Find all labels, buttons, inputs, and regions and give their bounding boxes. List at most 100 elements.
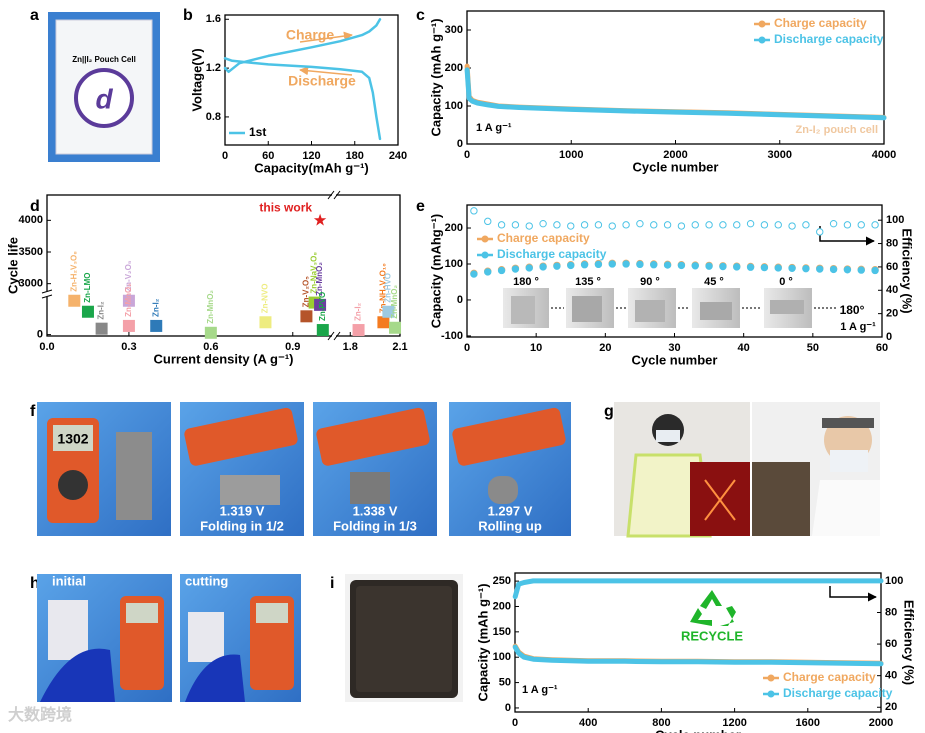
- data-point: [650, 221, 658, 229]
- point-label: Zn-V₂O₅: [302, 276, 311, 308]
- discharge-arrow: [299, 66, 353, 76]
- legend-label: Discharge capacity: [774, 32, 884, 46]
- legend-label: Charge capacity: [774, 16, 867, 30]
- annotation: 1 A g⁻¹: [522, 684, 558, 696]
- y2-tick-label: 40: [886, 284, 898, 296]
- data-point: [484, 217, 492, 226]
- y-tick-label: 50: [499, 676, 511, 688]
- x-tick-label: 10: [530, 342, 542, 354]
- data-point: [608, 260, 616, 268]
- axis-break-gap: [332, 333, 336, 339]
- panel-label: d: [30, 198, 40, 215]
- data-point: [677, 261, 686, 270]
- photo-bending: [503, 288, 836, 328]
- data-point: [622, 221, 630, 229]
- y-tick-label: 300: [445, 24, 463, 36]
- data-point: [580, 261, 589, 269]
- data-line: [464, 67, 887, 121]
- data-point: [843, 221, 852, 229]
- data-point: [760, 263, 769, 272]
- legend-marker: [758, 20, 766, 28]
- legend-marker: [481, 235, 489, 243]
- logo-mark: d: [95, 83, 113, 114]
- x-axis-label: Capacity(mAh g⁻¹): [254, 160, 368, 175]
- x-tick-label: 400: [579, 717, 597, 729]
- plot-frame: [46, 194, 401, 337]
- axis-break-gap: [332, 192, 336, 198]
- data-point: [746, 263, 755, 271]
- x-tick-label: 60: [876, 342, 888, 354]
- data-point: [829, 265, 838, 274]
- point-label: Zn-PVO: [318, 292, 327, 321]
- legend-label: Discharge capacity: [497, 247, 607, 261]
- highlight-star: [313, 213, 327, 226]
- y-tick-label: 100: [445, 258, 463, 270]
- data-point: [816, 265, 824, 273]
- data-point: [122, 294, 135, 307]
- annotation: 180°: [840, 303, 865, 317]
- point-label: Zn-HVO: [384, 273, 393, 303]
- data-point: [539, 219, 547, 228]
- data-point: [259, 316, 272, 329]
- x-tick-label: 0: [512, 717, 518, 729]
- voltage-caption: 1.297 V: [488, 503, 533, 518]
- point-label: Zn-MnO₂: [390, 285, 399, 319]
- x-tick-label: 2.1: [392, 341, 407, 353]
- data-point: [580, 221, 589, 229]
- y2-tick-label: 0: [886, 331, 892, 343]
- photo-pouch-cell: d: [48, 12, 160, 162]
- data-line: [512, 644, 884, 667]
- data-point: [719, 221, 727, 229]
- x-tick-label: 50: [807, 342, 819, 354]
- x-tick-label: 1000: [559, 149, 583, 161]
- x-tick-label: 40: [738, 342, 750, 354]
- x-tick-label: 0.6: [203, 341, 218, 353]
- x-tick-label: 0.9: [285, 341, 300, 353]
- recycle-icon: [690, 590, 736, 626]
- data-point: [594, 260, 603, 269]
- panel-label: c: [416, 7, 425, 24]
- x-tick-label: 180: [346, 150, 364, 162]
- y-tick-label: 3000: [19, 278, 43, 290]
- panel-label: b: [183, 7, 193, 24]
- data-point: [663, 221, 672, 229]
- y-axis-label: Capacity (mAhg⁻¹): [428, 214, 443, 328]
- data-line: [223, 18, 382, 141]
- data-point: [733, 263, 741, 271]
- data-point: [816, 228, 824, 236]
- annotation: 135 °: [575, 276, 601, 288]
- axis-break: [327, 331, 341, 341]
- data-point: [389, 321, 402, 334]
- data-point: [470, 207, 478, 215]
- data-point: [316, 324, 329, 337]
- x-tick-label: 0: [222, 150, 228, 162]
- x-tick-label: 2000: [663, 149, 687, 161]
- annotation: Discharge: [288, 73, 356, 89]
- data-point: [733, 221, 741, 229]
- data-point: [594, 221, 603, 229]
- legend-label: Discharge capacity: [783, 686, 893, 700]
- legend-label: Charge capacity: [497, 231, 590, 245]
- annotation: RECYCLE: [681, 628, 743, 643]
- x-tick-label: 1600: [796, 717, 820, 729]
- data-point: [760, 221, 769, 229]
- photo-wearable: [614, 402, 880, 538]
- watermark: 大数跨境: [8, 705, 72, 724]
- annotation: Charge: [286, 27, 334, 43]
- data-point: [525, 222, 533, 230]
- state-caption: Rolling up: [478, 518, 542, 533]
- x-axis-label: Cycle number: [655, 727, 741, 733]
- x-tick-label: 1200: [722, 717, 746, 729]
- data-point: [636, 219, 644, 228]
- panel-label: g: [604, 403, 614, 420]
- data-point: [377, 316, 390, 329]
- data-point: [788, 222, 796, 230]
- state-caption: Folding in 1/2: [200, 518, 284, 533]
- annotation: 180 °: [513, 276, 539, 288]
- data-point: [122, 319, 135, 332]
- data-point: [608, 222, 616, 230]
- point-label: Zn-MnO₂: [315, 262, 324, 296]
- data-point: [705, 262, 713, 270]
- annotation: 1 A g⁻¹: [476, 122, 512, 134]
- data-point: [150, 319, 163, 332]
